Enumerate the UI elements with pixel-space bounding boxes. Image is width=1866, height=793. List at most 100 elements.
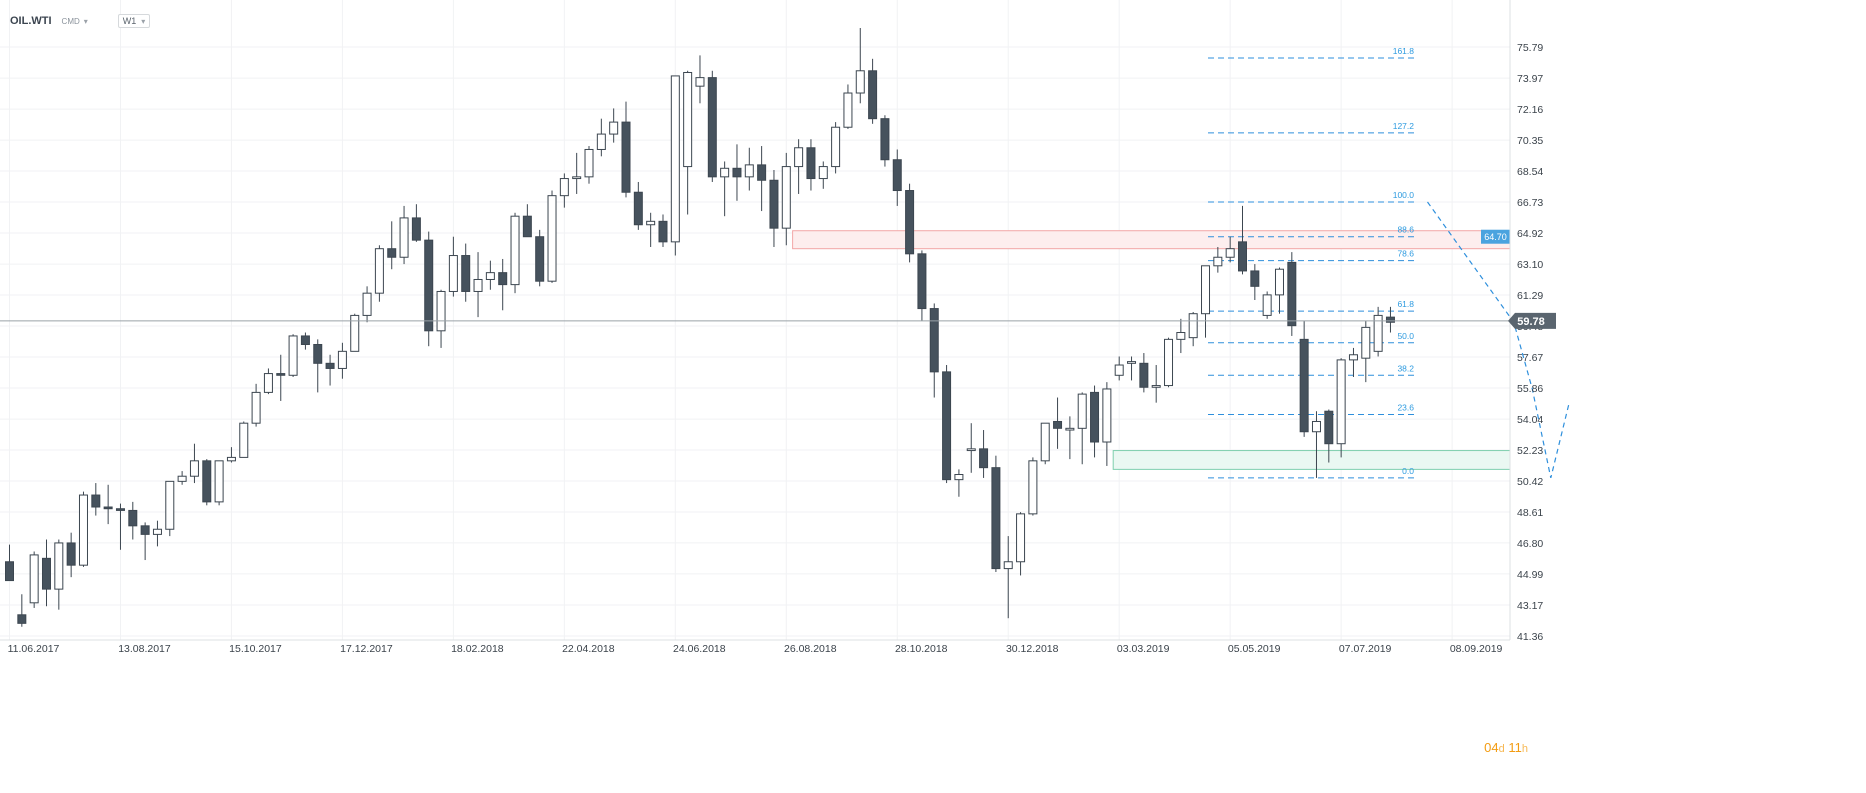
candle-body <box>1373 314 1383 352</box>
y-tick-label: 72.16 <box>1517 104 1543 116</box>
candle-body <box>917 253 927 310</box>
candle-body <box>843 92 853 128</box>
candle <box>362 286 372 323</box>
candle-body <box>559 178 569 197</box>
candle-body <box>288 335 298 376</box>
x-tick-label: 03.03.2019 <box>1117 643 1170 655</box>
candle-body <box>794 147 804 168</box>
candle <box>78 491 88 567</box>
candle-body <box>1361 326 1371 359</box>
candle-body <box>1287 261 1297 327</box>
candle <box>522 204 532 238</box>
candle <box>152 520 162 547</box>
candle <box>954 469 964 497</box>
candle-body <box>1213 256 1223 267</box>
candle-body <box>670 75 680 243</box>
y-tick-label: 66.73 <box>1517 197 1543 209</box>
candle <box>1361 320 1371 383</box>
candle <box>1213 246 1223 273</box>
candle <box>781 152 791 246</box>
candle-body <box>621 121 631 193</box>
candle-body <box>584 148 594 178</box>
candle-body <box>1151 385 1161 388</box>
candle <box>387 221 397 270</box>
candle <box>1299 320 1309 437</box>
candle <box>276 354 286 401</box>
candle-body <box>769 179 779 229</box>
candle-body <box>1336 359 1346 445</box>
candle <box>868 58 878 124</box>
y-tick-label: 63.10 <box>1517 259 1543 271</box>
candle <box>584 146 594 184</box>
market-dropdown[interactable]: CMD ▾ <box>62 17 88 26</box>
fib-level-label: 161.8 <box>1393 46 1415 56</box>
candle <box>214 460 224 506</box>
timeframe-select[interactable]: W1 ▾ <box>117 14 151 28</box>
candle <box>855 28 865 104</box>
candle <box>596 118 606 157</box>
candle-body <box>1102 388 1112 443</box>
candle <box>966 423 976 473</box>
candle-body <box>1164 338 1174 387</box>
candle <box>17 594 27 627</box>
candle <box>831 122 841 174</box>
candle <box>313 339 323 393</box>
candle <box>1250 264 1260 301</box>
candle <box>794 139 804 194</box>
candle-body <box>1077 393 1087 429</box>
candle <box>411 204 421 242</box>
candle <box>485 260 495 290</box>
candle <box>929 303 939 398</box>
candle-body <box>498 272 508 286</box>
candle-body <box>276 373 286 376</box>
candle <box>1287 252 1297 336</box>
candle <box>1164 337 1174 388</box>
candle-body <box>868 70 878 120</box>
candle-body <box>757 164 767 181</box>
candle <box>436 289 446 348</box>
candle-body <box>1028 460 1038 515</box>
countdown-hours: 11 <box>1508 740 1522 755</box>
candle <box>510 212 520 294</box>
candle <box>91 483 101 516</box>
fibonacci-tool[interactable]: 161.8 127.2 100.0 88.6 78.6 61.8 50.0 38.2 23.6 0… <box>1208 46 1570 479</box>
fib-level-label: 23.6 <box>1397 402 1414 412</box>
current-price-badge <box>1508 312 1556 329</box>
candle <box>41 539 51 607</box>
candle-body <box>855 70 865 94</box>
y-tick-label: 48.61 <box>1517 507 1543 519</box>
candle <box>572 152 582 194</box>
candle-body <box>942 371 952 481</box>
y-tick-label: 68.54 <box>1517 166 1543 178</box>
candle <box>757 146 767 212</box>
candle-body <box>547 195 557 282</box>
candle <box>1336 358 1346 458</box>
y-tick-label: 46.80 <box>1517 538 1543 550</box>
y-tick-label: 55.86 <box>1517 383 1543 395</box>
x-tick-label: 11.06.2017 <box>8 643 60 655</box>
candle-body <box>263 373 273 393</box>
candle-body <box>1016 513 1026 563</box>
candle-body <box>473 278 483 292</box>
fib-level-label: 50.0 <box>1397 331 1414 341</box>
candle <box>1324 409 1334 463</box>
candle-body <box>165 480 175 530</box>
candle <box>239 421 249 458</box>
candle-body <box>1201 265 1211 315</box>
candle-body <box>115 508 125 511</box>
fib-level-label: 127.2 <box>1393 121 1415 131</box>
candle <box>1139 353 1149 393</box>
symbol-label[interactable]: OIL.WTI <box>10 15 52 27</box>
candle <box>1090 385 1100 458</box>
candle-body <box>436 290 446 332</box>
candle-body <box>300 335 310 345</box>
candle-body <box>572 176 582 180</box>
candle <box>707 70 717 182</box>
candle <box>1373 306 1383 357</box>
candle-body <box>1311 420 1321 433</box>
candle-body <box>683 71 693 168</box>
candle-body <box>609 121 619 135</box>
candle <box>732 144 742 201</box>
